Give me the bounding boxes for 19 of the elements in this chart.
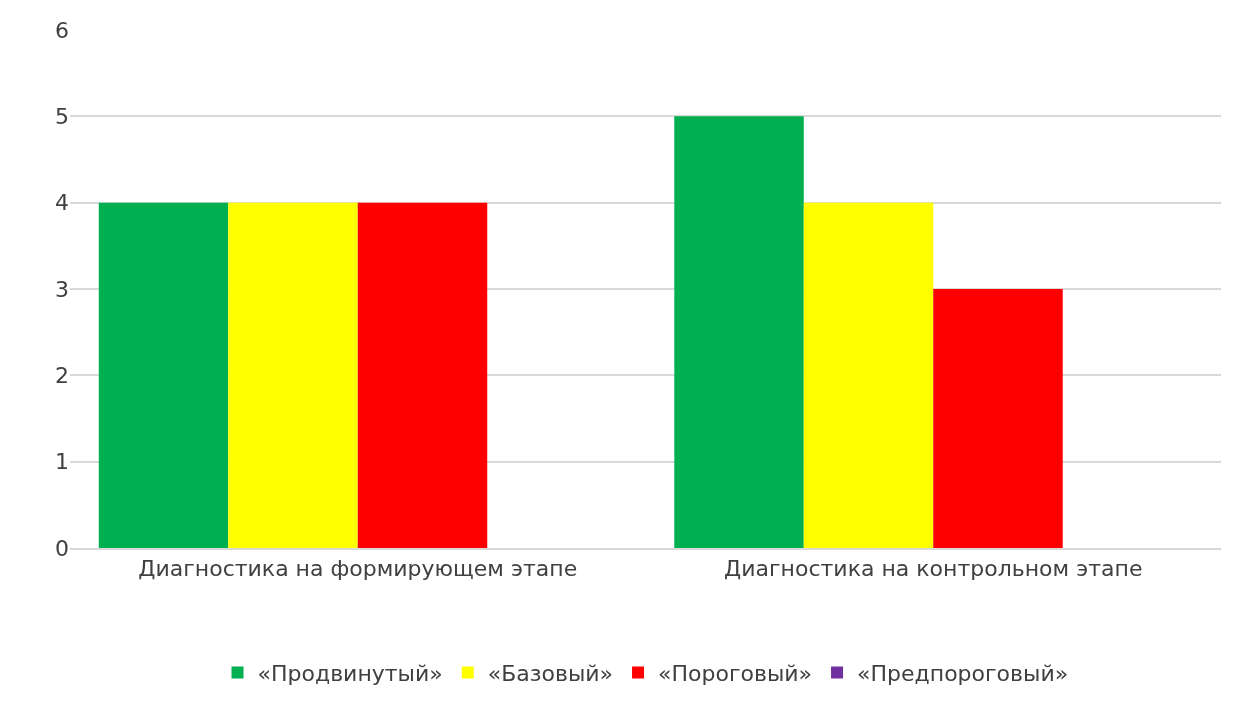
y-tick-label: 3 [55, 276, 69, 302]
legend-label: «Пороговый» [658, 660, 813, 686]
y-tick-label: 5 [55, 104, 69, 130]
legend-label: «Базовый» [487, 660, 614, 686]
y-tick-label: 2 [55, 363, 69, 389]
y-tick-label: 1 [55, 449, 69, 475]
y-tick-label: 0 [55, 535, 69, 561]
bar [933, 289, 1063, 548]
legend-label: «Предпороговый» [857, 660, 1069, 686]
bar [674, 116, 804, 548]
bar [357, 202, 488, 548]
bar [228, 202, 358, 548]
legend-label: «Продвинутый» [257, 660, 443, 686]
x-tick-label: Диагностика на контрольном этапе [724, 556, 1143, 582]
x-tick-label: Диагностика на формирующем этапе [138, 556, 578, 582]
bar [98, 202, 229, 548]
y-tick-label: 4 [55, 190, 69, 216]
bar [803, 202, 934, 548]
y-tick-label: 6 [55, 17, 69, 43]
